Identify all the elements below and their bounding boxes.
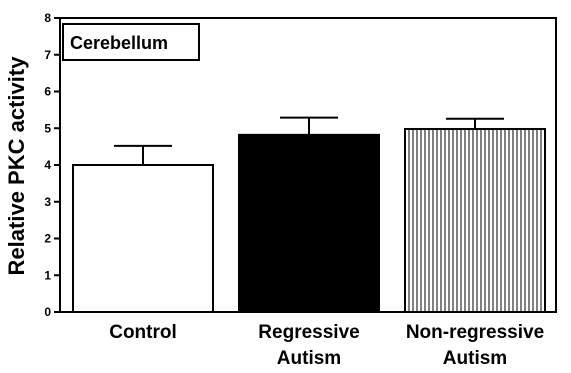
- y-tick-label: 4: [44, 158, 51, 172]
- x-category-label: Non-regressive: [406, 322, 544, 343]
- bar: [72, 164, 214, 313]
- y-tick-label: 0: [44, 305, 51, 319]
- x-category-label: Autism: [277, 348, 341, 369]
- y-tick-label: 7: [44, 48, 51, 62]
- y-tick-label: 5: [44, 121, 51, 135]
- bar: [238, 133, 380, 313]
- x-axis-labels: Control Regressive Autism Non-regressive Aut…: [109, 322, 544, 369]
- annotation-box: Cerebellum: [62, 23, 200, 61]
- x-category-label: Control: [109, 322, 177, 343]
- y-tick-label: 6: [44, 85, 51, 99]
- annotation-text: Cerebellum: [70, 33, 168, 53]
- x-category-label: Autism: [443, 348, 507, 369]
- y-axis: 0 1 2 3 4 5 6 7 8: [44, 11, 60, 319]
- y-axis-label: Relative PKC activity: [4, 56, 29, 276]
- bars-group: [72, 116, 546, 313]
- x-category-label: Regressive: [258, 322, 359, 343]
- y-tick-label: 3: [44, 195, 51, 209]
- y-tick-label: 1: [44, 268, 51, 282]
- y-tick-label: 2: [44, 232, 51, 246]
- bar: [404, 127, 546, 313]
- y-tick-label: 8: [44, 11, 51, 25]
